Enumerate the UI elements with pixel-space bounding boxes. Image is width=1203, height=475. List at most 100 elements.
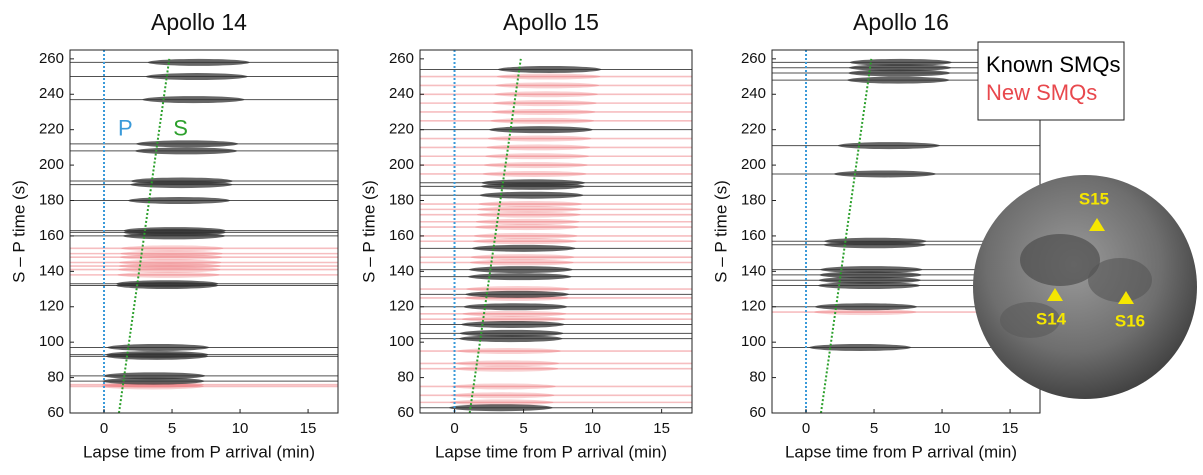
trace-envelope <box>476 211 581 218</box>
y-tick-label: 220 <box>741 121 766 138</box>
trace-envelope <box>102 377 205 385</box>
trace-envelope <box>461 320 565 328</box>
mare <box>1000 302 1060 338</box>
station-label: S15 <box>1079 189 1109 208</box>
trace-envelope <box>459 329 564 337</box>
trace-envelope <box>847 76 950 84</box>
trace-envelope <box>145 73 248 81</box>
y-axis-label: S – P time (s) <box>711 180 730 283</box>
y-tick-label: 120 <box>389 298 414 315</box>
legend-entry: New SMQs <box>986 80 1097 105</box>
legend-entry: Known SMQs <box>986 52 1121 77</box>
trace-envelope <box>465 290 569 298</box>
x-tick-label: 5 <box>519 420 527 437</box>
mare <box>1088 258 1152 302</box>
moon <box>973 175 1197 399</box>
y-tick-label: 60 <box>397 404 414 421</box>
trace-envelope <box>452 383 556 390</box>
y-tick-label: 240 <box>741 85 766 102</box>
trace-envelope <box>128 197 231 205</box>
trace-envelope <box>809 343 912 351</box>
y-tick-label: 60 <box>749 404 766 421</box>
trace-envelope <box>454 365 559 372</box>
trace-envelope <box>466 286 570 293</box>
plot-area <box>420 50 692 413</box>
y-tick-label: 240 <box>39 85 64 102</box>
trace-envelope <box>496 73 601 80</box>
trace-envelope <box>484 162 588 169</box>
y-tick-label: 260 <box>389 50 414 67</box>
y-tick-label: 180 <box>39 191 64 208</box>
trace-envelope <box>142 96 245 104</box>
trace-envelope <box>103 372 206 380</box>
x-tick-label: 5 <box>168 420 176 437</box>
trace-envelope <box>475 224 579 231</box>
x-tick-label: 15 <box>1002 420 1019 437</box>
y-tick-label: 240 <box>389 85 414 102</box>
trace-envelope <box>119 259 222 266</box>
trace-envelope <box>450 392 555 399</box>
y-tick-label: 60 <box>47 404 64 421</box>
trace-envelope <box>818 282 921 290</box>
trace-envelope <box>497 65 602 73</box>
y-tick-label: 180 <box>741 191 766 208</box>
trace-envelope <box>463 303 568 311</box>
y-tick-label: 160 <box>389 227 414 244</box>
trace-envelope <box>473 232 578 239</box>
trace-envelope <box>848 69 951 77</box>
station-marker <box>1118 291 1134 304</box>
y-tick-label: 220 <box>39 121 64 138</box>
trace-envelope <box>819 271 922 279</box>
trace-envelope <box>814 303 918 311</box>
x-tick-label: 10 <box>584 420 601 437</box>
trace-envelope <box>482 170 587 177</box>
trace-envelope <box>849 58 952 66</box>
y-tick-label: 200 <box>389 156 414 173</box>
trace-envelope <box>121 245 224 252</box>
trace-envelope <box>495 82 600 89</box>
trace-envelope <box>117 271 220 278</box>
moon-map: S15 S14 S16 <box>973 175 1197 399</box>
trace-envelope <box>848 64 951 72</box>
mare <box>1020 234 1100 286</box>
plot-frame <box>419 49 693 414</box>
trace-envelope <box>491 108 596 115</box>
trace-envelope <box>467 273 572 281</box>
trace-envelope <box>837 142 940 150</box>
y-tick-label: 100 <box>389 333 414 350</box>
trace-envelope <box>459 335 563 343</box>
trace-envelope <box>833 170 936 178</box>
x-tick-label: 10 <box>934 420 951 437</box>
trace-envelope <box>449 404 553 412</box>
trace-envelope <box>479 191 584 199</box>
chart-title: Apollo 14 <box>151 9 247 35</box>
trace-envelope <box>118 266 221 273</box>
trace-envelope <box>486 144 591 151</box>
station-label: S14 <box>1036 309 1067 328</box>
trace-envelope <box>493 100 597 107</box>
trace-envelope <box>472 244 576 252</box>
trace-envelope <box>457 348 561 355</box>
trace-envelope <box>814 309 917 316</box>
trace-envelope <box>487 135 592 142</box>
y-tick-label: 260 <box>741 50 766 67</box>
trace-envelope <box>818 276 921 284</box>
trace-envelope <box>135 147 238 155</box>
plot-frame <box>69 49 339 414</box>
y-axis-label: S – P time (s) <box>9 180 28 283</box>
trace-envelope <box>105 352 208 360</box>
trace-envelope <box>118 263 221 270</box>
chart-title: Apollo 16 <box>853 9 949 35</box>
trace-envelope <box>470 254 575 261</box>
y-tick-label: 180 <box>389 191 414 208</box>
y-tick-label: 80 <box>397 369 414 386</box>
trace-envelope <box>485 153 589 160</box>
y-tick-label: 80 <box>749 369 766 386</box>
trace-envelope <box>478 201 582 208</box>
trace-envelope <box>147 58 250 66</box>
trace-envelope <box>101 383 204 390</box>
trace-envelope <box>470 259 574 266</box>
trace-envelope <box>130 181 233 189</box>
y-tick-label: 160 <box>741 227 766 244</box>
